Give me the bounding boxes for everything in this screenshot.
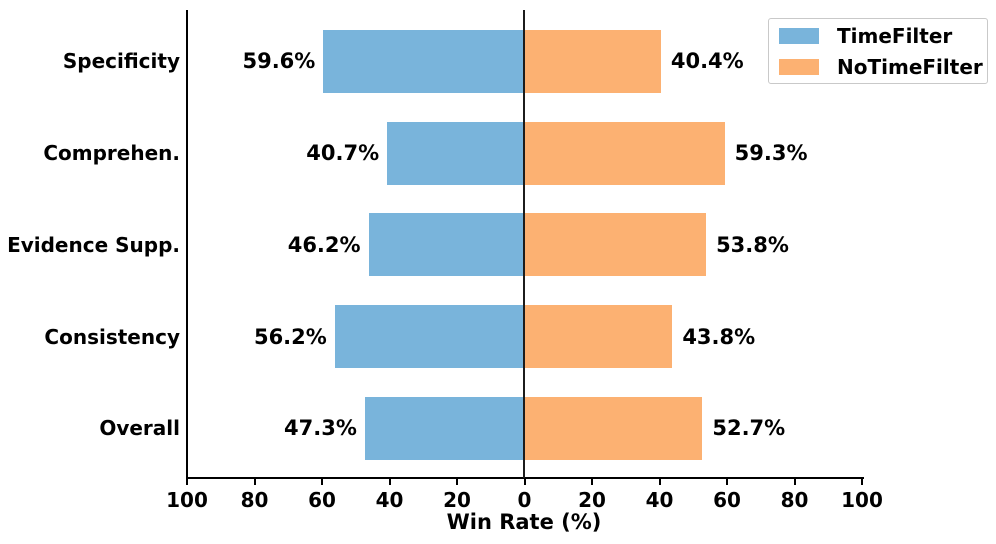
bar-notimefilter bbox=[524, 29, 661, 93]
bar-timefilter bbox=[364, 396, 525, 460]
bar-notimefilter bbox=[524, 305, 673, 369]
bar-timefilter bbox=[368, 213, 525, 277]
x-tick-mark bbox=[726, 477, 728, 485]
x-tick-mark bbox=[861, 477, 863, 485]
bar-timefilter bbox=[387, 121, 525, 185]
y-axis-spine bbox=[186, 10, 188, 478]
value-label-timefilter: 47.3% bbox=[284, 416, 357, 441]
x-tick-label: 60 bbox=[713, 488, 741, 512]
value-label-notimefilter: 59.3% bbox=[734, 141, 808, 165]
category-label: Consistency bbox=[44, 324, 180, 349]
notimefilter-swatch-icon bbox=[779, 58, 819, 75]
bar-timefilter bbox=[334, 305, 525, 369]
x-tick-mark bbox=[591, 477, 593, 485]
legend-item-notimefilter: NoTimeFilter bbox=[779, 56, 987, 78]
x-tick-label: 100 bbox=[841, 488, 883, 512]
legend: TimeFilter NoTimeFilter bbox=[768, 18, 988, 84]
value-label-timefilter: 40.7% bbox=[306, 141, 380, 165]
x-tick-label: 0 bbox=[517, 488, 532, 512]
timefilter-swatch-icon bbox=[779, 27, 819, 44]
category-label: Specificity bbox=[62, 49, 180, 74]
value-label-notimefilter: 40.4% bbox=[670, 49, 744, 74]
x-tick-mark bbox=[186, 477, 188, 485]
x-tick-mark bbox=[523, 477, 526, 485]
x-tick-label: 80 bbox=[780, 488, 809, 512]
x-tick-label: 60 bbox=[308, 488, 336, 512]
category-label: Comprehen. bbox=[43, 141, 180, 165]
legend-label-timefilter: TimeFilter bbox=[837, 23, 953, 48]
x-tick-label: 20 bbox=[443, 488, 471, 512]
category-label: Overall bbox=[99, 416, 180, 441]
x-tick-mark bbox=[388, 477, 391, 485]
x-tick-mark bbox=[321, 477, 323, 485]
value-label-notimefilter: 53.8% bbox=[716, 232, 789, 257]
x-axis-title: Win Rate (%) bbox=[446, 510, 602, 534]
value-label-notimefilter: 52.7% bbox=[712, 416, 786, 441]
value-label-timefilter: 59.6% bbox=[242, 49, 316, 74]
x-tick-mark bbox=[456, 477, 458, 485]
x-tick-mark bbox=[793, 477, 796, 485]
value-label-timefilter: 56.2% bbox=[253, 324, 327, 349]
x-tick-mark bbox=[658, 477, 661, 485]
bar-notimefilter bbox=[524, 121, 725, 185]
category-label: Evidence Supp. bbox=[7, 232, 180, 257]
bar-notimefilter bbox=[524, 396, 703, 460]
bar-notimefilter bbox=[524, 213, 707, 277]
x-tick-label: 20 bbox=[578, 488, 606, 512]
x-tick-label: 40 bbox=[645, 488, 674, 512]
x-tick-label: 40 bbox=[375, 488, 404, 512]
x-tick-mark bbox=[253, 477, 256, 485]
x-tick-label: 100 bbox=[166, 488, 208, 512]
x-tick-label: 80 bbox=[240, 488, 269, 512]
legend-item-timefilter: TimeFilter bbox=[779, 25, 987, 47]
value-label-timefilter: 46.2% bbox=[287, 232, 361, 257]
zero-reference-line bbox=[523, 10, 526, 478]
legend-label-notimefilter: NoTimeFilter bbox=[837, 54, 983, 79]
value-label-notimefilter: 43.8% bbox=[682, 324, 756, 349]
bar-timefilter bbox=[323, 29, 525, 93]
